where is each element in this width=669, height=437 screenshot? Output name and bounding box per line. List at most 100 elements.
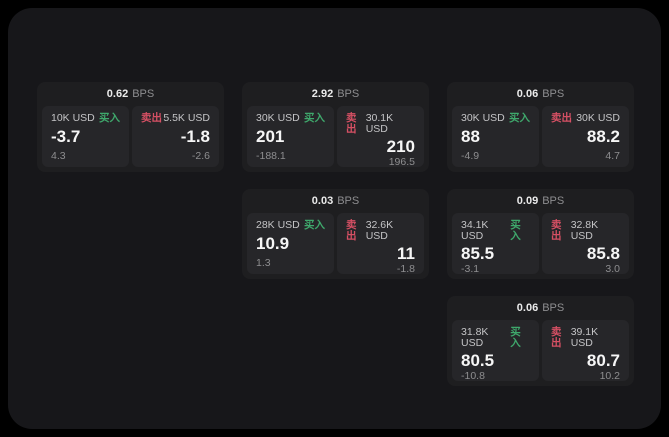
quote-card: 0.09 BPS 34.1K USD 买入 85.5 -3.1 卖出 32.8K…: [447, 189, 634, 279]
spread-value: 0.06: [516, 87, 539, 100]
buy-panel-header: 34.1K USD 买入: [461, 220, 530, 241]
buy-quote-panel[interactable]: 31.8K USD 买入 80.5 -10.8: [452, 320, 539, 381]
buy-sub-value: -3.1: [461, 262, 480, 275]
sell-side-label: 卖出: [551, 112, 572, 124]
sell-sub-value: 4.7: [605, 149, 620, 162]
buy-side-label: 买入: [510, 326, 521, 349]
quote-panels: 10K USD 买入 -3.7 4.3 卖出 5.5K USD -1.8 -2.…: [42, 106, 219, 167]
sell-panel-header: 卖出 30.1K USD: [346, 113, 415, 134]
sell-price: 88.2: [586, 126, 620, 146]
spread-unit-label: BPS: [542, 301, 565, 314]
sell-size-label: 30.1K USD: [365, 112, 394, 135]
sell-quote-panel[interactable]: 卖出 30K USD 88.2 4.7: [542, 106, 629, 167]
sell-price: 85.8: [586, 244, 620, 263]
spread-header: 0.06 BPS: [452, 296, 629, 320]
sell-price: 11: [397, 244, 415, 263]
sell-panel-header: 卖出 30K USD: [551, 113, 620, 124]
spread-unit-label: BPS: [542, 87, 565, 100]
sell-sub-value: 10.2: [599, 369, 620, 382]
buy-quote-panel[interactable]: 30K USD 买入 201 -188.1: [247, 106, 334, 167]
quote-panels: 34.1K USD 买入 85.5 -3.1 卖出 32.8K USD 85.8…: [452, 213, 629, 274]
sell-quote-panel[interactable]: 卖出 39.1K USD 80.7 10.2: [542, 320, 629, 381]
buy-price: 85.5: [461, 244, 495, 263]
sell-quote-panel[interactable]: 卖出 32.6K USD 11 -1.8: [337, 213, 424, 274]
spread-header: 0.62 BPS: [42, 82, 219, 106]
quote-card: 2.92 BPS 30K USD 买入 201 -188.1 卖出 30.1K …: [242, 82, 429, 172]
buy-size-label: 28K USD: [256, 219, 300, 231]
sell-price: 80.7: [586, 351, 620, 370]
buy-panel-header: 31.8K USD 买入: [461, 327, 530, 348]
buy-side-label: 买入: [99, 112, 120, 124]
buy-price: 80.5: [461, 351, 495, 370]
sell-side-label: 卖出: [551, 219, 562, 242]
buy-price: 10.9: [256, 233, 290, 253]
buy-side-label: 买入: [509, 112, 530, 124]
sell-side-label: 卖出: [551, 326, 562, 349]
quote-card: 0.03 BPS 28K USD 买入 10.9 1.3 卖出 32.6K US…: [242, 189, 429, 279]
spread-value: 0.03: [311, 194, 334, 207]
buy-panel-header: 30K USD 买入: [461, 113, 530, 124]
buy-price: 201: [256, 126, 285, 146]
buy-size-label: 30K USD: [461, 112, 505, 124]
quote-card: 0.62 BPS 10K USD 买入 -3.7 4.3 卖出 5.5K USD…: [37, 82, 224, 172]
sell-sub-value: -1.8: [396, 262, 415, 275]
spread-value: 0.62: [106, 87, 129, 100]
buy-quote-panel[interactable]: 28K USD 买入 10.9 1.3: [247, 213, 334, 274]
app-surface: 0.62 BPS 10K USD 买入 -3.7 4.3 卖出 5.5K USD…: [8, 8, 661, 429]
sell-size-label: 30K USD: [576, 112, 620, 124]
buy-size-label: 10K USD: [51, 112, 95, 124]
quote-panels: 30K USD 买入 201 -188.1 卖出 30.1K USD 210 1…: [247, 106, 424, 167]
sell-size-label: 5.5K USD: [163, 112, 210, 124]
buy-price: -3.7: [51, 126, 81, 146]
quote-panels: 28K USD 买入 10.9 1.3 卖出 32.6K USD 11 -1.8: [247, 213, 424, 274]
sell-panel-header: 卖出 32.6K USD: [346, 220, 415, 241]
sell-sub-value: -2.6: [191, 149, 210, 162]
buy-size-label: 31.8K USD: [461, 326, 489, 349]
sell-sub-value: 196.5: [388, 155, 415, 168]
buy-sub-value: -10.8: [461, 369, 485, 382]
buy-side-label: 买入: [510, 219, 521, 242]
spread-value: 2.92: [311, 87, 334, 100]
spread-unit-label: BPS: [132, 87, 155, 100]
spread-value: 0.09: [516, 194, 539, 207]
buy-panel-header: 28K USD 买入: [256, 220, 325, 231]
buy-size-label: 34.1K USD: [461, 219, 489, 242]
buy-quote-panel[interactable]: 34.1K USD 买入 85.5 -3.1: [452, 213, 539, 274]
sell-side-label: 卖出: [346, 219, 357, 242]
quote-panels: 31.8K USD 买入 80.5 -10.8 卖出 39.1K USD 80.…: [452, 320, 629, 381]
buy-panel-header: 30K USD 买入: [256, 113, 325, 124]
buy-panel-header: 10K USD 买入: [51, 113, 120, 124]
sell-quote-panel[interactable]: 卖出 30.1K USD 210 196.5: [337, 106, 424, 167]
sell-side-label: 卖出: [141, 112, 162, 124]
sell-price: 210: [386, 137, 415, 156]
spread-value: 0.06: [516, 301, 539, 314]
buy-sub-value: -4.9: [461, 149, 480, 162]
quote-panels: 30K USD 买入 88 -4.9 卖出 30K USD 88.2 4.7: [452, 106, 629, 167]
sell-quote-panel[interactable]: 卖出 32.8K USD 85.8 3.0: [542, 213, 629, 274]
quote-card: 0.06 BPS 31.8K USD 买入 80.5 -10.8 卖出 39.1…: [447, 296, 634, 386]
buy-quote-panel[interactable]: 10K USD 买入 -3.7 4.3: [42, 106, 129, 167]
buy-side-label: 买入: [304, 219, 325, 231]
spread-unit-label: BPS: [542, 194, 565, 207]
buy-size-label: 30K USD: [256, 112, 300, 124]
sell-price: -1.8: [180, 126, 210, 146]
spread-header: 0.06 BPS: [452, 82, 629, 106]
spread-header: 0.09 BPS: [452, 189, 629, 213]
sell-panel-header: 卖出 39.1K USD: [551, 327, 620, 348]
buy-price: 88: [461, 126, 480, 146]
sell-side-label: 卖出: [346, 112, 357, 135]
spread-unit-label: BPS: [337, 194, 360, 207]
sell-sub-value: 3.0: [605, 262, 620, 275]
buy-quote-panel[interactable]: 30K USD 买入 88 -4.9: [452, 106, 539, 167]
spread-header: 2.92 BPS: [247, 82, 424, 106]
buy-sub-value: 1.3: [256, 256, 271, 269]
sell-panel-header: 卖出 32.8K USD: [551, 220, 620, 241]
quote-card: 0.06 BPS 30K USD 买入 88 -4.9 卖出 30K USD 8…: [447, 82, 634, 172]
buy-sub-value: -188.1: [256, 149, 286, 162]
buy-side-label: 买入: [304, 112, 325, 124]
sell-size-label: 32.8K USD: [570, 219, 599, 242]
sell-size-label: 32.6K USD: [365, 219, 394, 242]
buy-sub-value: 4.3: [51, 149, 66, 162]
sell-quote-panel[interactable]: 卖出 5.5K USD -1.8 -2.6: [132, 106, 219, 167]
sell-size-label: 39.1K USD: [570, 326, 599, 349]
